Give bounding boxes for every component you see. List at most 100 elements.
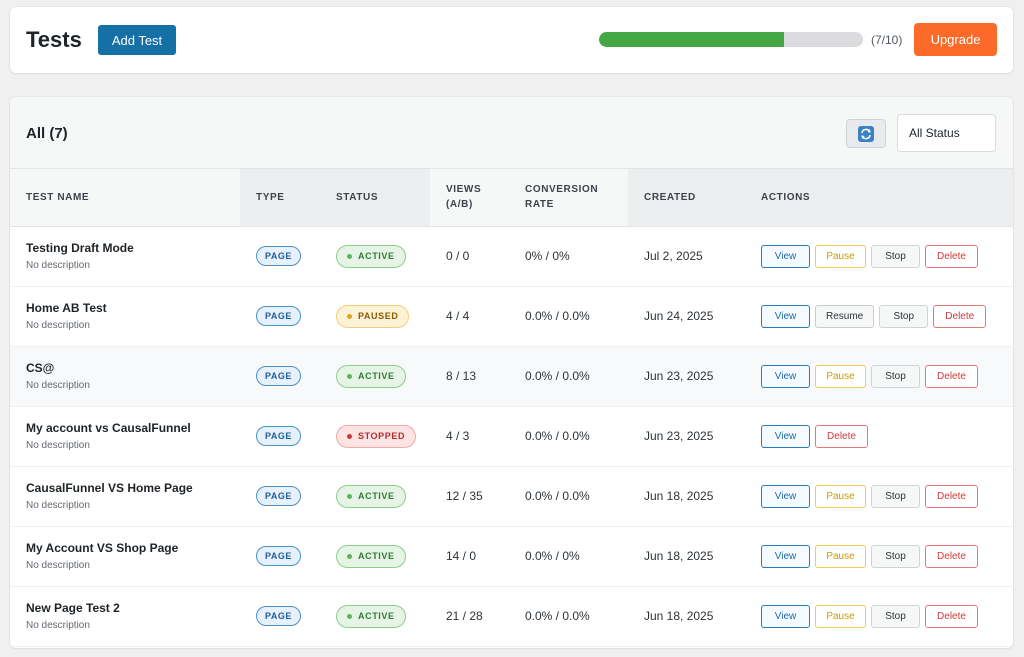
pause-button[interactable]: Pause bbox=[815, 484, 866, 508]
status-dot-icon bbox=[347, 433, 352, 439]
test-description: No description bbox=[26, 260, 90, 271]
usage-progress-fill bbox=[599, 32, 784, 47]
view-button[interactable]: View bbox=[761, 364, 810, 388]
status-badge: STOPPED bbox=[336, 424, 417, 448]
status-badge: ACTIVE bbox=[336, 244, 406, 268]
delete-button[interactable]: Delete bbox=[925, 544, 978, 568]
pause-button[interactable]: Pause bbox=[815, 604, 866, 628]
status-badge: ACTIVE bbox=[336, 604, 406, 628]
add-test-button[interactable]: Add Test bbox=[98, 25, 176, 55]
table-row: Testing Draft Mode No description PAGE A… bbox=[10, 226, 1013, 286]
column-header-type[interactable]: TYPE bbox=[240, 169, 320, 227]
column-header-conversion-rate[interactable]: CONVERSION RATE bbox=[509, 169, 628, 227]
test-name[interactable]: CausalFunnel VS Home Page bbox=[26, 481, 193, 495]
delete-button[interactable]: Delete bbox=[925, 244, 978, 268]
status-label: ACTIVE bbox=[358, 611, 395, 621]
cell-actions: View Delete bbox=[745, 406, 1013, 466]
status-badge: PAUSED bbox=[336, 304, 410, 328]
stop-button[interactable]: Stop bbox=[871, 484, 920, 508]
stop-button[interactable]: Stop bbox=[871, 544, 920, 568]
pause-button[interactable]: Pause bbox=[815, 244, 866, 268]
test-name[interactable]: Testing Draft Mode bbox=[26, 241, 134, 255]
test-name[interactable]: My Account VS Shop Page bbox=[26, 541, 179, 555]
cell-views: 21 / 28 bbox=[446, 609, 483, 623]
cell-created: Jul 2, 2025 bbox=[644, 249, 703, 263]
delete-button[interactable]: Delete bbox=[925, 364, 978, 388]
status-dot-icon bbox=[347, 373, 352, 379]
column-header-status[interactable]: STATUS bbox=[320, 169, 430, 227]
cell-type: PAGE bbox=[240, 526, 320, 586]
test-name[interactable]: My account vs CausalFunnel bbox=[26, 421, 191, 435]
status-label: PAUSED bbox=[358, 311, 399, 321]
cell-type: PAGE bbox=[240, 466, 320, 526]
stop-button[interactable]: Stop bbox=[871, 364, 920, 388]
cell-type: PAGE bbox=[240, 346, 320, 406]
pause-button[interactable]: Pause bbox=[815, 544, 866, 568]
table-row: New Page Test 2 No description PAGE ACTI… bbox=[10, 586, 1013, 646]
status-label: ACTIVE bbox=[358, 251, 395, 261]
cell-views: 4 / 3 bbox=[446, 429, 470, 443]
usage-progress-text: (7/10) bbox=[871, 33, 903, 47]
cell-views: 0 / 0 bbox=[446, 249, 470, 263]
cell-views: 14 / 0 bbox=[446, 549, 477, 563]
cell-status: ACTIVE bbox=[320, 346, 430, 406]
view-button[interactable]: View bbox=[761, 484, 810, 508]
cell-created: Jun 18, 2025 bbox=[644, 549, 714, 563]
cell-test-name: My Account VS Shop Page No description bbox=[10, 526, 240, 586]
test-description: No description bbox=[26, 560, 90, 571]
row-actions: View Pause Stop Delete bbox=[761, 244, 1013, 268]
view-button[interactable]: View bbox=[761, 244, 810, 268]
stop-button[interactable]: Stop bbox=[879, 304, 929, 328]
cell-conversion: 0.0% / 0.0% bbox=[525, 609, 590, 623]
test-name[interactable]: CS@ bbox=[26, 361, 55, 375]
test-description: No description bbox=[26, 500, 90, 511]
cell-status: STOPPED bbox=[320, 406, 430, 466]
stop-button[interactable]: Stop bbox=[871, 244, 920, 268]
cell-status: PAUSED bbox=[320, 286, 430, 346]
cell-actions: View Pause Stop Delete bbox=[745, 526, 1013, 586]
status-filter-select[interactable]: All Status bbox=[897, 114, 996, 152]
header-card: Tests Add Test (7/10) Upgrade bbox=[10, 7, 1013, 73]
type-badge: PAGE bbox=[256, 306, 301, 326]
status-dot-icon bbox=[347, 313, 352, 319]
stop-button[interactable]: Stop bbox=[871, 604, 920, 628]
column-header-views-label: VIEWS (A/B) bbox=[446, 184, 482, 211]
status-label: ACTIVE bbox=[358, 491, 395, 501]
delete-button[interactable]: Delete bbox=[925, 484, 978, 508]
column-header-test-name[interactable]: TEST NAME bbox=[10, 169, 240, 227]
column-header-created[interactable]: CREATED bbox=[628, 169, 745, 227]
view-button[interactable]: View bbox=[761, 604, 810, 628]
cell-actions: View Pause Stop Delete bbox=[745, 346, 1013, 406]
status-dot-icon bbox=[347, 493, 352, 499]
column-header-actions: ACTIONS bbox=[745, 169, 1013, 227]
test-name[interactable]: New Page Test 2 bbox=[26, 601, 120, 615]
upgrade-button[interactable]: Upgrade bbox=[914, 23, 997, 56]
type-badge: PAGE bbox=[256, 606, 301, 626]
view-button[interactable]: View bbox=[761, 424, 810, 448]
status-badge: ACTIVE bbox=[336, 544, 406, 568]
view-button[interactable]: View bbox=[761, 304, 810, 328]
row-actions: View Delete bbox=[761, 424, 1013, 448]
table-row: CausalFunnel VS Home Page No description… bbox=[10, 466, 1013, 526]
column-header-views[interactable]: VIEWS (A/B) bbox=[430, 169, 509, 227]
delete-button[interactable]: Delete bbox=[925, 604, 978, 628]
view-button[interactable]: View bbox=[761, 544, 810, 568]
cell-actions: View Pause Stop Delete bbox=[745, 226, 1013, 286]
status-dot-icon bbox=[347, 553, 352, 559]
resume-button[interactable]: Resume bbox=[815, 304, 875, 328]
status-badge: ACTIVE bbox=[336, 364, 406, 388]
test-name[interactable]: Home AB Test bbox=[26, 301, 107, 315]
status-label: ACTIVE bbox=[358, 551, 395, 561]
pause-button[interactable]: Pause bbox=[815, 364, 866, 388]
cell-actions: View Pause Stop Delete bbox=[745, 586, 1013, 646]
cell-conversion: 0.0% / 0.0% bbox=[525, 489, 590, 503]
cell-type: PAGE bbox=[240, 586, 320, 646]
cell-status: ACTIVE bbox=[320, 466, 430, 526]
test-description: No description bbox=[26, 380, 90, 391]
page-title: Tests bbox=[26, 27, 82, 52]
cell-views: 12 / 35 bbox=[446, 489, 483, 503]
test-description: No description bbox=[26, 620, 90, 631]
refresh-button[interactable] bbox=[846, 119, 886, 148]
delete-button[interactable]: Delete bbox=[933, 304, 987, 328]
delete-button[interactable]: Delete bbox=[815, 424, 868, 448]
